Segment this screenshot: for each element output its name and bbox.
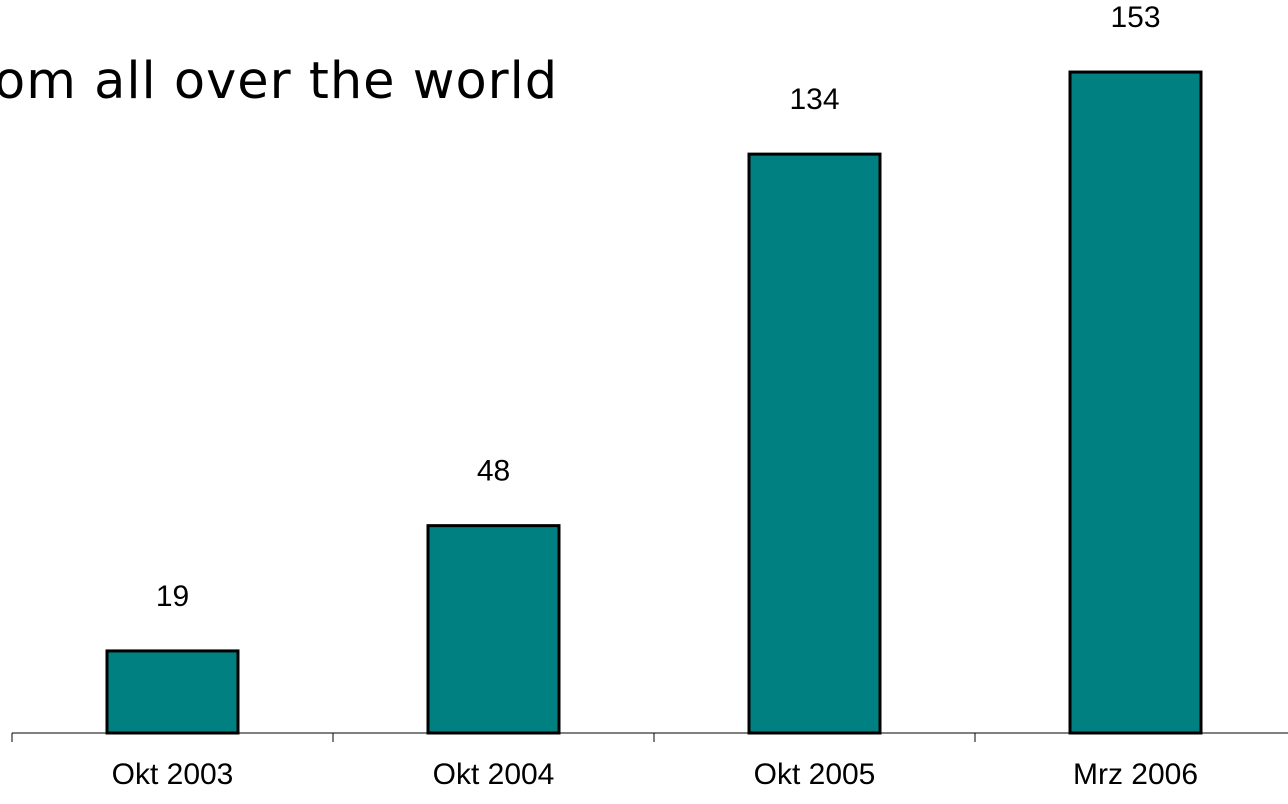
data-label: 134	[789, 83, 839, 116]
data-labels-layer: 19 48 134 153	[156, 1, 1161, 613]
chart-title: om all over the world	[0, 52, 559, 111]
data-label: 153	[1110, 1, 1160, 34]
x-tick-label: Okt 2004	[433, 758, 555, 791]
x-tick-label: Okt 2005	[754, 758, 876, 791]
x-tick-label: Okt 2003	[112, 758, 234, 791]
x-axis: Okt 2003 Okt 2004 Okt 2005 Mrz 2006	[11, 732, 1288, 791]
bar-3	[747, 152, 882, 735]
bar-2	[426, 524, 561, 735]
bar-4	[1068, 70, 1203, 735]
data-label: 48	[477, 455, 510, 488]
data-label: 19	[156, 580, 189, 613]
x-tick-label: Mrz 2006	[1073, 758, 1198, 791]
bar-1	[105, 649, 240, 735]
bars-layer	[105, 70, 1203, 735]
